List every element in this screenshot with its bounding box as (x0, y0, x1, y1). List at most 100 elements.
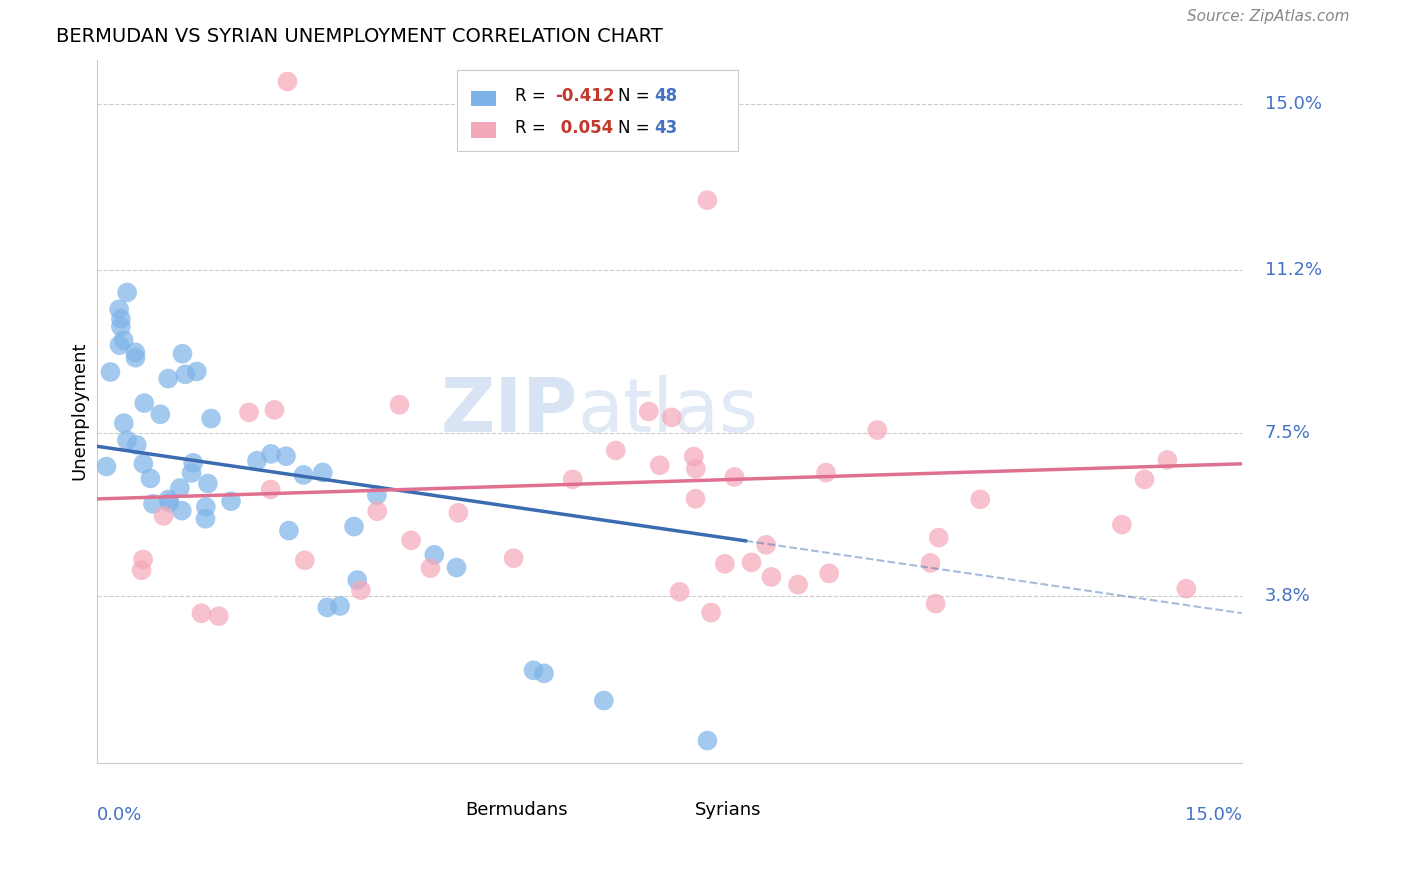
Point (700, 606, 723, 620)
Point (194, 512, 217, 526)
Point (169, 481, 191, 495)
Point (605, 443, 627, 458)
Point (366, 504, 388, 518)
Point (277, 524, 299, 538)
Text: 43: 43 (654, 119, 678, 136)
Point (139, 471, 162, 485)
Point (312, 466, 335, 480)
Point (132, 552, 155, 566)
Point (294, 553, 316, 567)
Point (648, 458, 671, 473)
Point (149, 407, 172, 421)
Point (238, 405, 260, 419)
Text: ZIP: ZIP (440, 375, 578, 448)
Point (263, 402, 285, 417)
Point (920, 556, 942, 570)
Text: 0.0%: 0.0% (97, 806, 142, 824)
Point (761, 570, 783, 584)
Point (399, 533, 422, 548)
Point (723, 470, 745, 484)
Text: N =: N = (617, 87, 655, 105)
Point (447, 506, 470, 520)
Point (276, 74, 298, 88)
Text: Syrians: Syrians (695, 801, 761, 819)
Point (502, 551, 524, 566)
Point (131, 563, 153, 577)
Point (132, 457, 155, 471)
Text: R =: R = (515, 87, 551, 105)
Point (100, 365, 122, 379)
Point (969, 492, 991, 507)
Point (190, 606, 212, 620)
Point (174, 368, 197, 382)
Point (1133, 472, 1156, 486)
Point (316, 600, 339, 615)
Point (125, 438, 148, 452)
Point (142, 497, 165, 511)
Point (866, 423, 889, 437)
Point (259, 483, 281, 497)
Point (112, 333, 135, 347)
Point (924, 597, 946, 611)
Point (423, 548, 446, 562)
Point (108, 302, 131, 317)
Point (740, 555, 762, 569)
Text: R =: R = (515, 119, 551, 136)
Point (274, 449, 297, 463)
Point (561, 472, 583, 486)
Point (419, 561, 441, 575)
Point (108, 338, 131, 352)
Point (592, 693, 614, 707)
Point (157, 371, 180, 385)
Point (219, 494, 242, 508)
FancyBboxPatch shape (471, 90, 496, 106)
Point (170, 503, 193, 517)
Point (157, 492, 180, 507)
Point (292, 467, 315, 482)
Point (181, 456, 204, 470)
Point (208, 609, 231, 624)
Point (818, 566, 841, 581)
Point (533, 666, 555, 681)
Point (115, 433, 138, 447)
Text: Unemployment: Unemployment (70, 342, 89, 480)
Point (928, 531, 950, 545)
Text: 7.5%: 7.5% (1264, 424, 1310, 442)
Text: BERMUDAN VS SYRIAN UNEMPLOYMENT CORRELATION CHART: BERMUDAN VS SYRIAN UNEMPLOYMENT CORRELAT… (56, 27, 664, 45)
Point (159, 495, 181, 509)
Point (1175, 582, 1198, 596)
Text: 0.054: 0.054 (554, 119, 613, 136)
Point (668, 584, 690, 599)
Point (172, 347, 194, 361)
Point (682, 450, 704, 464)
Point (343, 519, 366, 533)
Point (366, 488, 388, 502)
Point (115, 285, 138, 300)
Point (696, 193, 718, 207)
Text: 3.8%: 3.8% (1264, 587, 1310, 605)
Point (246, 453, 269, 467)
Point (124, 351, 146, 365)
Text: 48: 48 (654, 87, 678, 105)
Point (696, 733, 718, 747)
Point (1111, 517, 1133, 532)
Text: 11.2%: 11.2% (1264, 261, 1322, 279)
Point (110, 319, 132, 334)
Point (124, 345, 146, 359)
Point (522, 663, 544, 677)
Text: Source: ZipAtlas.com: Source: ZipAtlas.com (1187, 9, 1350, 24)
Point (787, 577, 810, 591)
Point (110, 311, 132, 326)
Point (180, 466, 202, 480)
Point (112, 416, 135, 430)
Point (755, 538, 778, 552)
Point (714, 557, 737, 571)
Point (134, 396, 156, 410)
Point (346, 573, 368, 587)
Point (350, 583, 373, 598)
Point (685, 491, 707, 506)
FancyBboxPatch shape (457, 70, 738, 151)
Point (685, 462, 707, 476)
FancyBboxPatch shape (471, 122, 496, 137)
Point (1156, 453, 1178, 467)
